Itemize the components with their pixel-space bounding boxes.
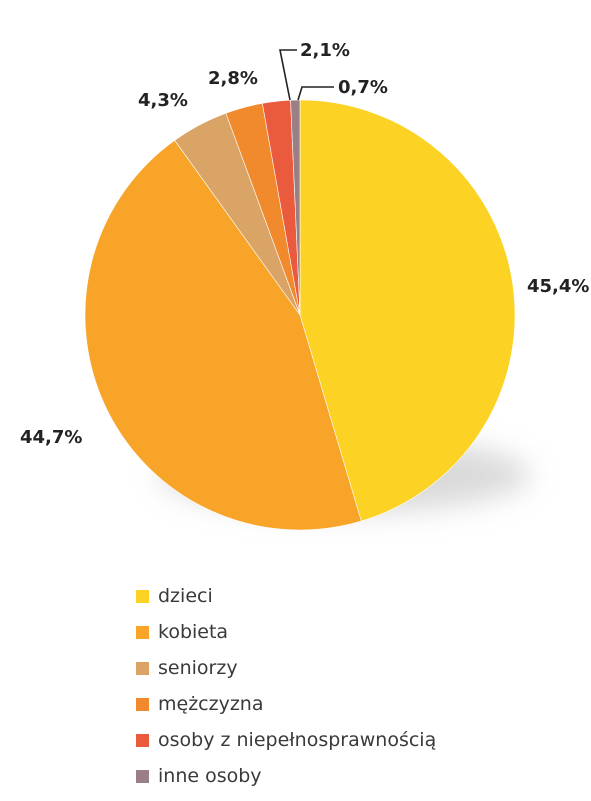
legend-swatch (136, 733, 149, 747)
data-label-inne-osoby: 0,7% (338, 77, 388, 98)
pie-slice-1 (84, 139, 362, 531)
data-label-kobieta: 44,7% (20, 427, 82, 448)
legend-swatch (136, 589, 149, 603)
data-label-mezczyzna: 2,8% (208, 68, 258, 89)
data-label-osoby-z-niepelnosprawnoscia: 2,1% (300, 40, 350, 61)
legend-item-dzieci: dzieci (136, 578, 436, 614)
leader-lines (279, 49, 334, 101)
legend-label: dzieci (158, 585, 213, 607)
legend-item-osoby-z-niepelnosprawnoscia: osoby z niepełnosprawnością (136, 722, 436, 758)
legend-label: mężczyzna (158, 693, 264, 715)
legend: dzieci kobieta seniorzy mężczyzna osoby … (136, 578, 436, 794)
leader-line-osoby-z-niepelnosprawnoscia (279, 49, 297, 101)
legend-item-mezczyzna: mężczyzna (136, 686, 436, 722)
pie-slices (84, 99, 516, 531)
legend-swatch (136, 661, 149, 675)
legend-swatch (136, 625, 149, 639)
legend-item-inne-osoby: inne osoby (136, 758, 436, 794)
legend-item-kobieta: kobieta (136, 614, 436, 650)
pie-slice-0 (299, 99, 516, 522)
legend-label: inne osoby (158, 765, 262, 787)
legend-swatch (136, 697, 149, 711)
pie-slice-5 (290, 99, 301, 316)
leader-line-inne-osoby (297, 86, 334, 101)
legend-label: seniorzy (158, 657, 238, 679)
data-label-dzieci: 45,4% (527, 276, 589, 297)
legend-label: kobieta (158, 621, 229, 643)
legend-label: osoby z niepełnosprawnością (158, 729, 437, 751)
legend-item-seniorzy: seniorzy (136, 650, 436, 686)
legend-swatch (136, 769, 149, 783)
data-label-seniorzy: 4,3% (138, 90, 188, 111)
data-labels: 45,4% 44,7% 4,3% 2,8% 2,1% 0,7% (20, 40, 589, 448)
